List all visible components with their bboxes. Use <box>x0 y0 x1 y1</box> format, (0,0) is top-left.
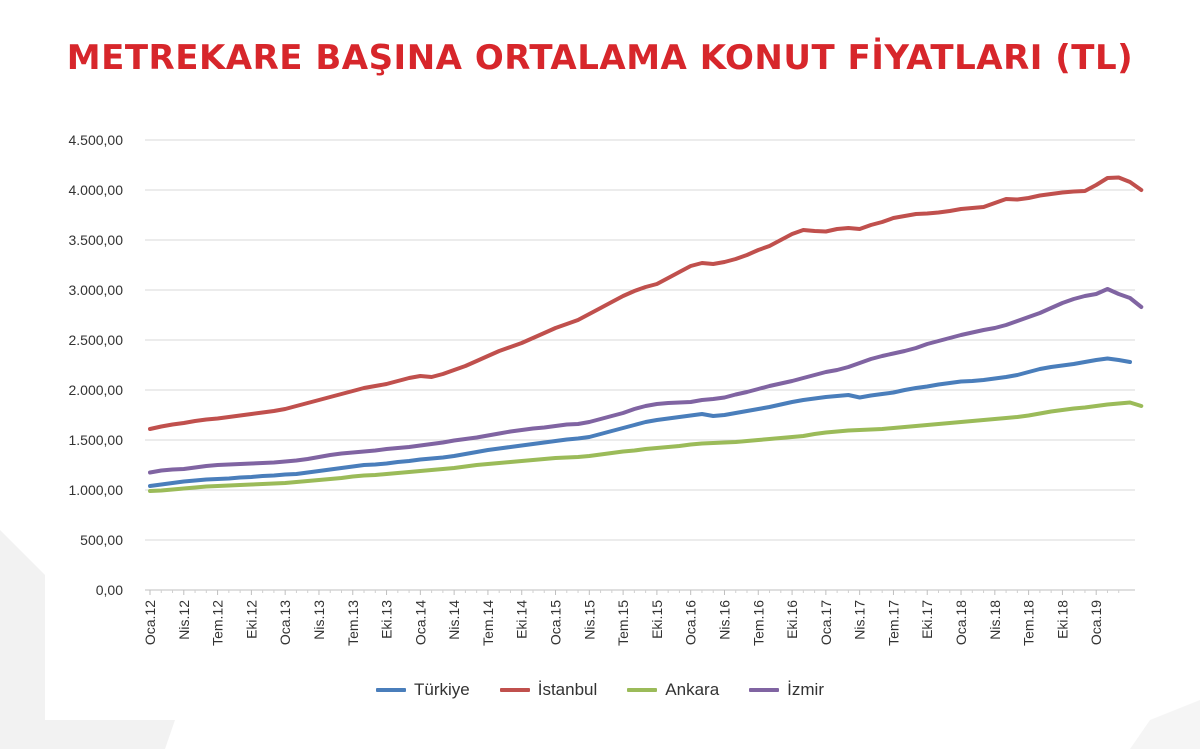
y-tick-label: 1.000,00 <box>69 482 124 498</box>
x-tick-label: Tem.17 <box>885 600 901 646</box>
x-tick-label: Eki.16 <box>784 600 800 639</box>
y-tick-label: 1.500,00 <box>69 432 124 448</box>
y-tick-label: 3.000,00 <box>69 282 124 298</box>
legend-item: İzmir <box>749 680 824 700</box>
legend-swatch <box>627 688 658 692</box>
legend-label: Türkiye <box>414 680 470 699</box>
page-title: METREKARE BAŞINA ORTALAMA KONUT FİYATLAR… <box>66 38 1134 78</box>
legend-label: İstanbul <box>537 680 598 699</box>
x-tick-label: Oca.13 <box>277 600 293 645</box>
x-tick-label: Eki.17 <box>919 600 935 639</box>
y-tick-label: 500,00 <box>80 532 123 548</box>
legend-swatch <box>499 688 530 692</box>
x-tick-label: Eki.15 <box>649 600 665 639</box>
y-tick-label: 0,00 <box>96 582 123 598</box>
x-tick-label: Eki.12 <box>243 600 259 639</box>
x-tick-label: Oca.12 <box>142 600 158 645</box>
x-tick-label: Nis.12 <box>176 600 192 640</box>
y-tick-label: 2.000,00 <box>69 382 124 398</box>
series-line-türkiye <box>148 356 1132 488</box>
x-tick-label: Nis.16 <box>716 600 732 640</box>
x-tick-label: Oca.14 <box>412 600 428 645</box>
legend-swatch <box>376 688 406 692</box>
x-tick-label: Eki.14 <box>514 600 530 639</box>
x-tick-label: Eki.18 <box>1054 600 1070 639</box>
x-tick-label: Oca.15 <box>548 600 564 645</box>
legend-swatch <box>749 688 780 692</box>
legend-item: Türkiye <box>376 680 470 700</box>
legend-label: Ankara <box>665 680 720 699</box>
x-tick-label: Eki.13 <box>379 600 395 639</box>
x-tick-label: Tem.15 <box>615 600 631 646</box>
x-tick-label: Oca.19 <box>1088 600 1104 645</box>
x-tick-label: Oca.16 <box>683 600 699 645</box>
y-tick-label: 3.500,00 <box>69 232 124 248</box>
x-tick-label: Oca.17 <box>818 600 834 645</box>
legend-label: İzmir <box>787 680 824 699</box>
y-tick-label: 4.500,00 <box>69 132 124 148</box>
x-tick-label: Nis.13 <box>311 600 327 640</box>
x-tick-label: Tem.14 <box>480 600 496 646</box>
x-tick-label: Tem.12 <box>210 600 226 646</box>
x-tick-label: Nis.14 <box>446 600 462 640</box>
x-tick-label: Nis.18 <box>987 600 1003 640</box>
series-line-i̇zmir <box>148 287 1144 475</box>
x-tick-label: Nis.17 <box>852 600 868 640</box>
series-line-ankara <box>148 400 1144 493</box>
legend-item: İstanbul <box>499 680 598 700</box>
x-tick-label: Tem.13 <box>345 600 361 646</box>
y-tick-label: 4.000,00 <box>69 182 124 198</box>
series-line-i̇stanbul <box>148 175 1144 431</box>
x-tick-label: Tem.16 <box>750 600 766 646</box>
chart-legend: Türkiye İstanbul Ankara İzmir <box>0 680 1200 700</box>
x-tick-label: Tem.18 <box>1021 600 1037 646</box>
legend-item: Ankara <box>627 680 719 700</box>
x-tick-label: Nis.15 <box>581 600 597 640</box>
y-tick-label: 2.500,00 <box>69 332 124 348</box>
x-tick-label: Oca.18 <box>953 600 969 645</box>
